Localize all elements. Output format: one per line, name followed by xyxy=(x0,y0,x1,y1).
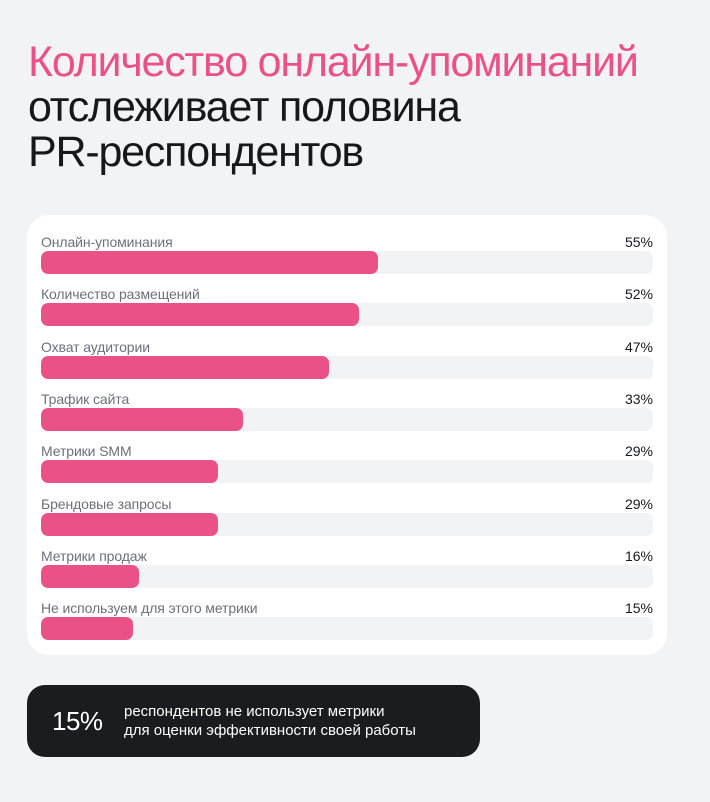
bar-chart-card: Онлайн-упоминания 55% Количество размещени… xyxy=(27,215,667,655)
title-line-3: PR-респондентов xyxy=(28,128,364,176)
row-header: Метрики продаж 16% xyxy=(41,544,653,564)
bar-track xyxy=(41,355,653,379)
bar-fill xyxy=(41,251,378,274)
note-line-1: респондентов не использует метрики xyxy=(124,703,385,720)
bar-value: 29% xyxy=(624,443,653,460)
bar-label: Количество размещений xyxy=(41,286,200,303)
bar-fill xyxy=(41,617,133,641)
bar-track xyxy=(41,460,653,484)
note-line-2: для оценки эффективности своей работы xyxy=(124,722,416,739)
bar-track xyxy=(41,407,653,431)
bar-value: 47% xyxy=(624,338,653,355)
row-header: Не используем для этого метрики 15% xyxy=(41,596,653,616)
row-header: Онлайн-упоминания 55% xyxy=(41,230,653,250)
summary-note: 15% респондентов не использует метрики д… xyxy=(27,685,480,757)
bar-fill xyxy=(41,407,243,431)
bar-track xyxy=(41,617,653,641)
chart-row: Онлайн-упоминания 55% xyxy=(41,230,653,274)
bar-label: Брендовые запросы xyxy=(41,495,172,512)
chart-row: Метрики продаж 16% xyxy=(41,544,653,588)
chart-row: Охват аудитории 47% xyxy=(41,335,653,379)
bar-value: 16% xyxy=(624,547,653,564)
bar-fill xyxy=(41,303,360,327)
chart-row: Метрики SMM 29% xyxy=(41,439,653,484)
bar-value: 29% xyxy=(624,495,653,512)
bar-label: Метрики SMM xyxy=(41,443,132,460)
bar-value: 55% xyxy=(624,234,653,250)
bar-value: 15% xyxy=(624,600,653,617)
bar-track xyxy=(41,512,653,536)
bar-value: 52% xyxy=(624,286,653,303)
row-header: Брендовые запросы 29% xyxy=(41,492,653,512)
bar-fill xyxy=(41,460,219,484)
note-text: респондентов не использует метрики для о… xyxy=(124,702,416,740)
bar-fill xyxy=(41,355,329,379)
title-line-2: отслеживает половина xyxy=(28,83,461,131)
bar-label: Метрики продаж xyxy=(41,547,147,564)
note-value: 15% xyxy=(52,705,103,736)
bar-track xyxy=(41,564,653,588)
chart-row: Трафик сайта 33% xyxy=(41,387,653,431)
row-header: Метрики SMM 29% xyxy=(41,439,653,459)
chart-row: Брендовые запросы 29% xyxy=(41,492,653,536)
bar-label: Онлайн-упоминания xyxy=(41,234,173,250)
bar-fill xyxy=(41,564,139,588)
row-header: Охват аудитории 47% xyxy=(41,335,653,355)
bar-track xyxy=(41,303,653,327)
title-accent-line: Количество онлайн-упоминаний xyxy=(28,38,639,86)
row-header: Количество размещений 52% xyxy=(41,282,653,302)
bar-value: 33% xyxy=(624,390,653,407)
bar-track xyxy=(41,251,653,274)
bar-fill xyxy=(41,512,219,536)
bar-label: Охват аудитории xyxy=(41,338,150,355)
row-header: Трафик сайта 33% xyxy=(41,387,653,407)
chart-row: Не используем для этого метрики 15% xyxy=(41,596,653,641)
bar-label: Не используем для этого метрики xyxy=(41,600,258,617)
bar-label: Трафик сайта xyxy=(41,390,130,407)
chart-row: Количество размещений 52% xyxy=(41,282,653,327)
page-title: Количество онлайн-упоминаний отслеживает… xyxy=(28,38,639,176)
